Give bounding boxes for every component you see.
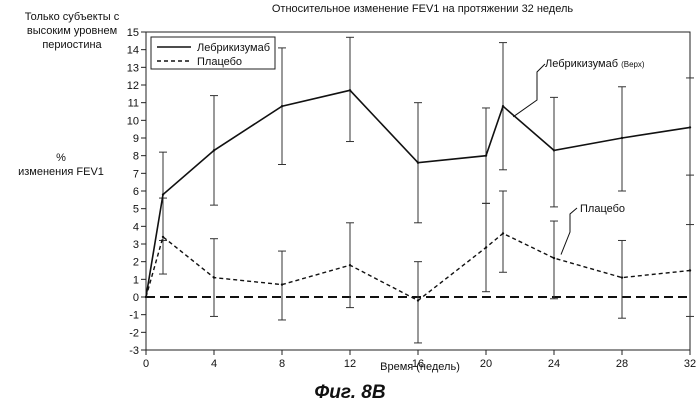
y-tick-label: 0	[133, 292, 139, 304]
x-tick-label: 32	[684, 358, 696, 370]
data-point	[502, 232, 504, 234]
data-point	[485, 154, 487, 156]
data-point	[502, 105, 504, 107]
data-point	[689, 126, 691, 128]
data-point	[417, 162, 419, 164]
annotation-leader	[561, 208, 577, 255]
y-tick-label: 1	[133, 274, 139, 286]
data-point	[349, 89, 351, 91]
data-point	[213, 276, 215, 278]
y-tick-label: 14	[127, 45, 139, 57]
annotation-suffix: (Верх)	[621, 60, 645, 69]
y-tick-label: 10	[127, 115, 139, 127]
x-tick-label: 4	[211, 358, 217, 370]
data-point	[349, 264, 351, 266]
annotation-placebo: Плацебо	[580, 203, 625, 215]
data-point	[621, 137, 623, 139]
data-point	[417, 299, 419, 301]
annotation-leader	[513, 64, 545, 117]
annotation-text: Лебрикизумаб	[545, 58, 621, 70]
data-point	[162, 193, 164, 195]
y-tick-label: -1	[129, 310, 139, 322]
annotation-lebrikizumab: Лебрикизумаб (Верх)	[545, 58, 645, 70]
y-tick-label: 13	[127, 62, 139, 74]
data-point	[162, 236, 164, 238]
y-tick-label: 6	[133, 186, 139, 198]
legend-label: Плацебо	[197, 56, 242, 68]
data-point	[281, 283, 283, 285]
data-point	[553, 257, 555, 259]
figure-caption: Фиг. 8B	[250, 382, 450, 404]
data-point	[621, 276, 623, 278]
data-point	[553, 149, 555, 151]
data-point	[145, 296, 147, 298]
y-tick-label: 11	[128, 98, 139, 110]
data-point	[485, 246, 487, 248]
x-tick-label: 0	[143, 358, 149, 370]
x-tick-label: 8	[279, 358, 285, 370]
legend-label: Лебрикизумаб	[197, 42, 270, 54]
y-tick-label: 7	[133, 168, 139, 180]
y-tick-label: 12	[127, 80, 139, 92]
x-axis-label: Время (недель)	[330, 360, 510, 374]
y-tick-label: 5	[133, 204, 139, 216]
x-tick-label: 24	[548, 358, 560, 370]
y-tick-label: 8	[133, 151, 139, 163]
x-tick-label: 28	[616, 358, 628, 370]
y-tick-label: 15	[127, 27, 139, 39]
data-point	[213, 149, 215, 151]
y-tick-label: 3	[133, 239, 139, 251]
y-tick-label: -2	[129, 327, 139, 339]
y-tick-label: -3	[129, 345, 139, 357]
data-point	[689, 269, 691, 271]
y-tick-label: 4	[133, 221, 139, 233]
y-tick-label: 9	[133, 133, 139, 145]
y-tick-label: 2	[133, 257, 139, 269]
data-point	[281, 105, 283, 107]
